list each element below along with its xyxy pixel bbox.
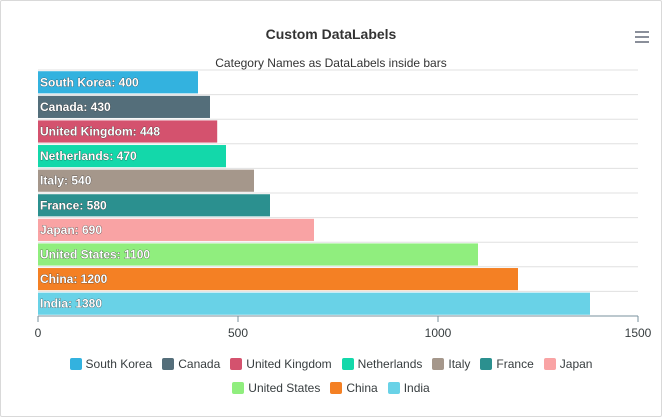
bar-italy[interactable]: [38, 169, 254, 192]
legend-item-united-kingdom[interactable]: United Kingdom: [230, 357, 332, 371]
legend-label: Japan: [559, 357, 593, 371]
legend-item-france[interactable]: France: [480, 357, 534, 371]
legend-marker: [341, 358, 354, 370]
legend-item-china[interactable]: China: [330, 381, 378, 395]
legend-marker: [232, 382, 245, 394]
chart-subtitle: Category Names as DataLabels inside bars: [215, 56, 447, 70]
data-label: United Kingdom: 448: [40, 125, 160, 139]
legend-label: Italy: [448, 357, 471, 371]
legend: South Korea Canada United Kingdom Netherlan…: [1, 357, 661, 371]
data-label: India: 1380: [40, 297, 102, 311]
x-tick-label: 500: [228, 326, 248, 340]
chart-title: Custom DataLabels: [265, 26, 397, 42]
bar-netherlands[interactable]: [38, 145, 226, 168]
bar-united-kingdom[interactable]: [38, 120, 218, 143]
legend-marker: [432, 358, 445, 370]
x-tick-label: 1000: [425, 326, 452, 340]
legend-marker: [330, 382, 343, 394]
bar-south-korea[interactable]: [38, 71, 198, 94]
x-tick-label: 0: [35, 326, 42, 340]
legend-label: South Korea: [85, 357, 153, 371]
hamburger-menu-icon[interactable]: [635, 31, 649, 43]
legend-label: India: [403, 381, 430, 395]
bar-china[interactable]: [38, 268, 518, 291]
data-label: Italy: 540: [40, 174, 92, 188]
legend-label: United Kingdom: [246, 357, 332, 371]
legend-item-italy[interactable]: Italy: [432, 357, 470, 371]
x-tick-label: 1500: [625, 326, 652, 340]
data-label: South Korea: 400: [40, 75, 139, 89]
legend-label: France: [496, 357, 534, 371]
legend-marker: [387, 382, 400, 394]
legend-marker: [480, 358, 493, 370]
legend-label: United States: [248, 381, 321, 395]
legend-label: Canada: [178, 357, 221, 371]
bar-india[interactable]: [38, 292, 590, 315]
data-label: France: 580: [40, 198, 107, 212]
data-label: United States: 1100: [40, 248, 150, 262]
legend-item-canada[interactable]: Canada: [162, 357, 220, 371]
legend-marker: [69, 358, 82, 370]
legend-item-japan[interactable]: Japan: [543, 357, 593, 371]
bar-canada[interactable]: [38, 95, 210, 118]
legend-label: China: [346, 381, 378, 395]
legend-item-india[interactable]: India: [387, 381, 430, 395]
legend-marker: [162, 358, 175, 370]
data-label: Canada: 430: [40, 100, 111, 114]
legend-item-netherlands[interactable]: Netherlands: [341, 357, 423, 371]
bar-france[interactable]: [38, 194, 270, 217]
legend-marker: [543, 358, 556, 370]
bar-japan[interactable]: [38, 218, 314, 241]
legend-item-south-korea[interactable]: South Korea: [69, 357, 153, 371]
legend-label: Netherlands: [357, 357, 423, 371]
bar-united-states[interactable]: [38, 243, 478, 266]
data-label: China: 1200: [40, 272, 108, 286]
legend-second-row: United States China India: [1, 381, 661, 395]
data-label: Netherlands: 470: [40, 149, 137, 163]
legend-marker: [230, 358, 243, 370]
data-label: Japan: 690: [40, 223, 102, 237]
legend-item-united-states[interactable]: United States: [232, 381, 320, 395]
